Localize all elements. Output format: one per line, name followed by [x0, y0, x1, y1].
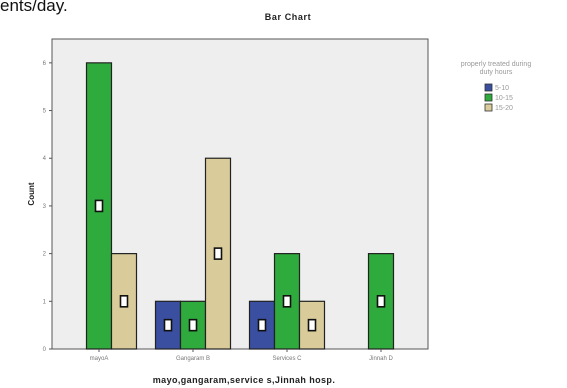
- bar-midpoint-marker: [188, 318, 198, 332]
- bar-midpoint-marker: [376, 295, 386, 308]
- y-tick-label: 6: [43, 61, 47, 67]
- y-tick-label: 1: [43, 299, 47, 305]
- x-tick-label: mayoA: [90, 356, 109, 362]
- y-tick-label: 3: [43, 204, 47, 210]
- bar-midpoint-marker: [257, 318, 267, 332]
- x-tick-label: Gangaram B: [176, 356, 210, 362]
- y-axis-label: Count: [27, 182, 36, 205]
- y-tick-label: 0: [43, 347, 47, 353]
- legend-label-5-10: 5-10: [495, 85, 509, 92]
- page-text-fragment: ents/day.: [0, 0, 68, 15]
- legend-label-10-15: 10-15: [495, 95, 513, 102]
- bar-midpoint-marker: [282, 295, 292, 308]
- bar-midpoint-marker: [307, 318, 317, 332]
- legend-swatch-15-20: [484, 103, 493, 112]
- y-tick-label: 4: [43, 156, 47, 162]
- chart-title: Bar Chart: [265, 12, 311, 22]
- x-tick-label: Jinnah D: [369, 356, 393, 362]
- bar-midpoint-marker: [213, 247, 223, 260]
- bar-midpoint-marker: [163, 318, 173, 332]
- legend-label-15-20: 15-20: [495, 105, 513, 112]
- x-axis-label: mayo,gangaram,service s,Jinnah hosp.: [153, 375, 335, 385]
- legend-swatch-10-15: [484, 93, 493, 102]
- legend-title: properly treated during: [461, 61, 532, 68]
- bar-midpoint-marker: [94, 199, 104, 213]
- bar-midpoint-marker: [119, 295, 129, 308]
- legend-title: duty hours: [480, 69, 513, 76]
- x-tick-label: Services C: [272, 356, 302, 362]
- y-tick-label: 2: [43, 252, 47, 258]
- legend-swatch-5-10: [484, 83, 493, 92]
- y-tick-label: 5: [43, 109, 47, 115]
